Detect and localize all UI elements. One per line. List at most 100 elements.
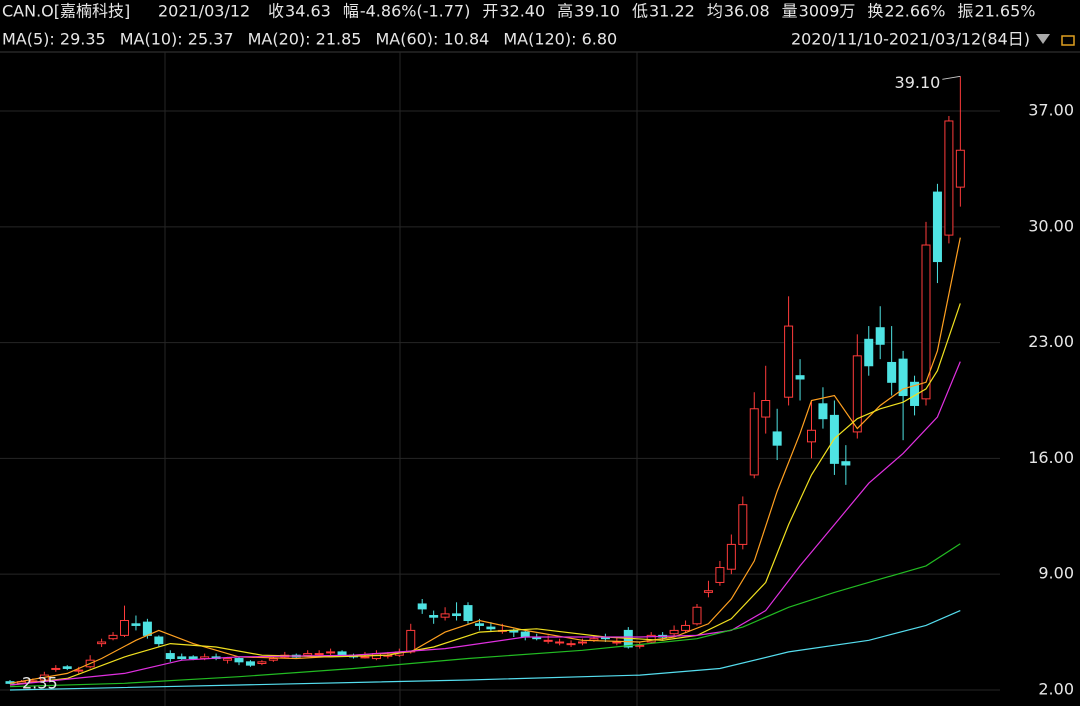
candle-body — [51, 667, 61, 670]
candle-body — [555, 641, 565, 644]
dropdown-icon[interactable] — [1036, 34, 1050, 44]
candle-body — [784, 325, 794, 398]
y-tick-label: 2.00 — [1038, 679, 1074, 698]
stat-label: 低 — [632, 2, 648, 21]
stat-value: 39.10 — [574, 2, 620, 21]
candle-body — [841, 461, 851, 466]
candle-body — [326, 651, 336, 654]
candle-body — [188, 656, 198, 660]
stat-value: 34.63 — [285, 2, 331, 21]
candle-body — [303, 653, 313, 656]
legend-entry: MA(120): 6.80 — [503, 30, 617, 49]
legend-entry: MA(5): 29.35 — [2, 30, 106, 49]
candle-body — [818, 403, 828, 420]
date: 2021/03/12 — [158, 2, 250, 21]
candle-body — [612, 641, 622, 644]
annotation-arrow — [942, 75, 961, 80]
candle-body — [223, 658, 233, 661]
stat-label: 振 — [957, 2, 973, 21]
candle-body — [761, 400, 771, 418]
candle-body — [852, 355, 862, 433]
candle-body — [440, 613, 450, 618]
stat-value: 3009万 — [799, 2, 856, 21]
legend-entry: MA(10): 25.37 — [120, 30, 234, 49]
candle-body — [417, 603, 427, 610]
candle-body — [955, 149, 965, 188]
candle-body — [142, 621, 152, 636]
candle-body — [692, 606, 702, 625]
stat-value: -4.86%(-1.77) — [360, 2, 470, 21]
y-tick-label: 37.00 — [1028, 101, 1074, 120]
ma-line — [9, 543, 961, 688]
candle-body — [486, 626, 496, 630]
candle-body — [807, 429, 816, 443]
candle-body — [635, 644, 645, 647]
candle-body — [406, 629, 416, 653]
candle-body — [165, 653, 175, 660]
y-tick-label: 16.00 — [1028, 448, 1074, 467]
candle-body — [703, 590, 713, 593]
candle-body — [120, 619, 129, 636]
stat-label: 开 — [482, 2, 498, 21]
stat-label: 幅 — [343, 2, 359, 21]
header: CAN.O[嘉楠科技] 2021/03/12 — [2, 2, 250, 21]
candle-body — [154, 636, 164, 645]
y-tick-label: 30.00 — [1028, 216, 1074, 235]
candle-body — [245, 661, 255, 666]
candle-body — [749, 408, 759, 476]
stat-value: 32.40 — [499, 2, 545, 21]
candle-body — [177, 656, 187, 660]
candle-body — [578, 641, 587, 644]
stat-label: 量 — [782, 2, 798, 21]
candle-body — [795, 375, 805, 380]
candle-body — [108, 634, 118, 640]
y-tick-label: 9.00 — [1038, 564, 1074, 583]
annotation-label: 2.35 — [22, 674, 58, 693]
stat-value: 21.65% — [974, 2, 1035, 21]
candle-body — [62, 666, 72, 669]
candle-body — [681, 624, 691, 631]
candle-body — [898, 358, 908, 397]
candle-body — [429, 615, 439, 618]
stat-value: 22.66% — [884, 2, 945, 21]
candle-body — [738, 504, 748, 545]
lock-icon[interactable] — [1061, 35, 1075, 46]
candle-body — [669, 629, 679, 635]
symbol: CAN.O[嘉楠科技] — [2, 2, 130, 21]
stat-label: 换 — [867, 2, 883, 21]
range-label: 2020/11/10-2021/03/12(84日) — [791, 30, 1030, 49]
candle-body — [864, 338, 874, 367]
candle-body — [268, 658, 278, 661]
candle-body — [234, 658, 244, 663]
candle-body — [726, 543, 736, 570]
stat-label: 收 — [268, 2, 284, 21]
candle-body — [932, 191, 942, 263]
legend-entry: MA(60): 10.84 — [375, 30, 489, 49]
candle-body — [337, 651, 347, 656]
ma-line — [9, 237, 961, 684]
ma-line — [9, 303, 961, 686]
ma-line — [9, 610, 961, 691]
candle-body — [360, 656, 370, 659]
y-tick-label: 23.00 — [1028, 332, 1074, 351]
candle-body — [520, 631, 530, 638]
ma-line — [9, 361, 961, 686]
candle-body — [944, 120, 954, 236]
candle-body — [715, 567, 725, 583]
candle-body — [314, 653, 324, 656]
stat-value: 31.22 — [649, 2, 695, 21]
candle-body — [97, 641, 107, 645]
candle-body — [131, 623, 141, 626]
candle-body — [463, 605, 473, 621]
candle-body — [772, 431, 782, 446]
candle-body — [474, 623, 484, 626]
candle-body — [566, 643, 576, 646]
stat-value: 36.08 — [724, 2, 770, 21]
stat-label: 均 — [707, 2, 723, 21]
candle-body — [921, 244, 931, 400]
candle-body — [543, 639, 553, 642]
candle-body — [887, 361, 897, 383]
